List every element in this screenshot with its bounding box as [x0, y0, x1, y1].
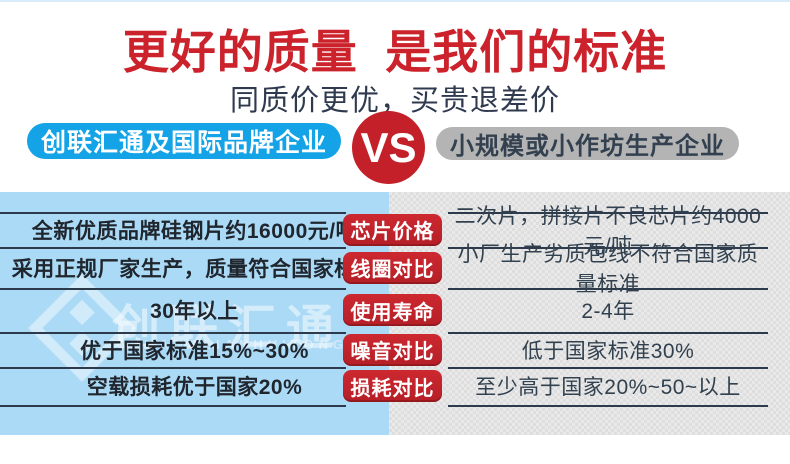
table-row: 30年以上 使用寿命 2-4年 [0, 288, 790, 332]
row-divider [0, 332, 346, 334]
row-divider [448, 405, 768, 407]
brand-value: 空载损耗优于国家20% [86, 376, 303, 399]
row-divider [0, 405, 346, 407]
competitor-pill: 小规模或小作坊生产企业 [436, 127, 739, 160]
row-divider [0, 288, 346, 290]
vs-badge: VS [352, 111, 425, 184]
brand-pill: 创联汇通及国际品牌企业 [27, 123, 341, 159]
competitor-value: 小厂生产劣质包线不符合国家质量标准 [457, 242, 759, 296]
row-divider [448, 332, 768, 334]
brand-value: 优于国家标准15%~30% [80, 339, 309, 363]
brand-value: 采用正规厂家生产，质量符合国家标准 [11, 257, 378, 281]
row-divider [448, 212, 768, 214]
table-row: 空载损耗优于国家20% 损耗对比 至少高于国家20%~50~以上 [0, 367, 790, 405]
top-accent-line [0, 0, 790, 2]
row-divider [0, 367, 346, 369]
row-divider [448, 367, 768, 369]
comparison-table: 创联汇通 CHUANGLIANHUITONG 全新优质品牌硅钢片约16000元/… [0, 192, 790, 435]
row-divider [448, 288, 768, 290]
metric-badge: 线圈对比 [343, 251, 442, 284]
table-row: 优于国家标准15%~30% 噪音对比 低于国家标准30% [0, 332, 790, 367]
competitor-value: 至少高于国家20%~50~以上 [475, 376, 741, 399]
row-divider [0, 247, 346, 249]
competitor-value: 二次片，拼接片不良芯片约4000元/吨 [454, 204, 762, 258]
competitor-column-background [389, 192, 790, 435]
metric-badge: 芯片价格 [343, 213, 442, 246]
metric-badge: 使用寿命 [343, 294, 442, 326]
competitor-value: 低于国家标准30% [521, 339, 695, 363]
brand-value: 30年以上 [150, 300, 239, 323]
table-row: 采用正规厂家生产，质量符合国家标准 线圈对比 小厂生产劣质包线不符合国家质量标准 [0, 243, 790, 296]
metric-badge: 噪音对比 [343, 333, 442, 366]
table-row: 全新优质品牌硅钢片约16000元/吨 芯片价格 二次片，拼接片不良芯片约4000… [0, 205, 790, 258]
brand-column-background [0, 192, 389, 435]
row-divider [448, 247, 768, 249]
brand-value: 全新优质品牌硅钢片约16000元/吨 [31, 219, 358, 243]
row-divider [0, 212, 346, 214]
page-title: 更好的质量 是我们的标准 [122, 26, 668, 78]
competitor-value: 2-4年 [581, 300, 635, 323]
metric-badge: 损耗对比 [343, 370, 442, 402]
